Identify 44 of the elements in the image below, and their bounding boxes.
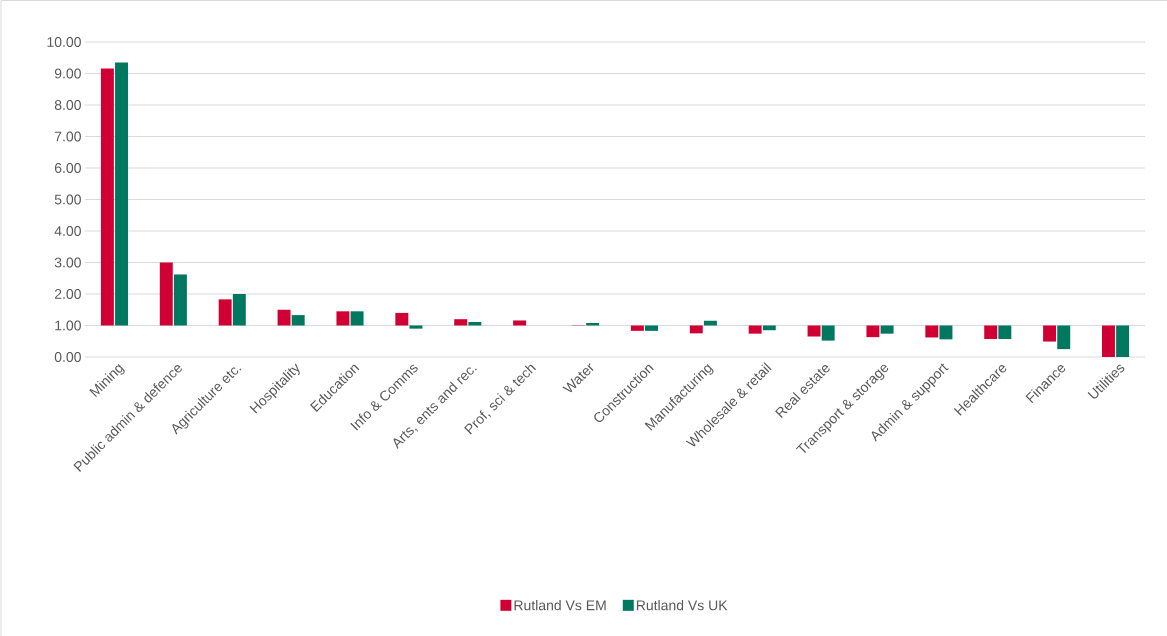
bar	[395, 312, 409, 326]
bar	[984, 325, 998, 340]
y-tick-label: 10.00	[47, 37, 81, 47]
bar	[807, 325, 821, 337]
bar	[1043, 325, 1057, 342]
bar	[645, 325, 658, 331]
y-tick-label: 5.00	[54, 194, 81, 205]
bar	[409, 325, 423, 329]
bar	[630, 325, 644, 331]
bar	[689, 325, 703, 334]
bar	[336, 311, 350, 326]
bar	[115, 62, 128, 326]
bar	[1057, 325, 1071, 350]
y-tick-label: 7.00	[54, 131, 81, 142]
y-tick-label: 6.00	[54, 163, 81, 173]
bar	[291, 315, 305, 326]
bar	[100, 68, 114, 326]
bar	[998, 325, 1012, 340]
y-tick-label: 4.00	[54, 226, 81, 236]
bar	[277, 309, 291, 326]
bar	[454, 319, 468, 326]
bar	[762, 325, 776, 331]
legend-label: Rutland Vs EM	[514, 600, 606, 611]
bar	[218, 299, 232, 326]
bar	[1116, 325, 1130, 357]
legend-label: Rutland Vs UK	[636, 600, 728, 611]
y-tick-label: 8.00	[54, 100, 81, 110]
y-tick-label: 9.00	[54, 68, 81, 79]
bar	[232, 293, 246, 326]
y-tick-label: 0.00	[54, 352, 81, 362]
bar	[880, 325, 894, 334]
bar	[821, 325, 835, 341]
y-tick-label: 3.00	[54, 257, 81, 268]
bar	[513, 320, 527, 326]
bar	[939, 325, 953, 340]
bar	[925, 325, 939, 338]
bar	[866, 325, 880, 338]
y-tick-label: 1.00	[55, 320, 81, 331]
bar	[159, 262, 173, 326]
bar	[350, 311, 364, 326]
bar	[748, 325, 762, 334]
bar	[173, 274, 187, 326]
y-tick-label: 2.00	[54, 289, 81, 299]
bar	[1102, 325, 1115, 357]
